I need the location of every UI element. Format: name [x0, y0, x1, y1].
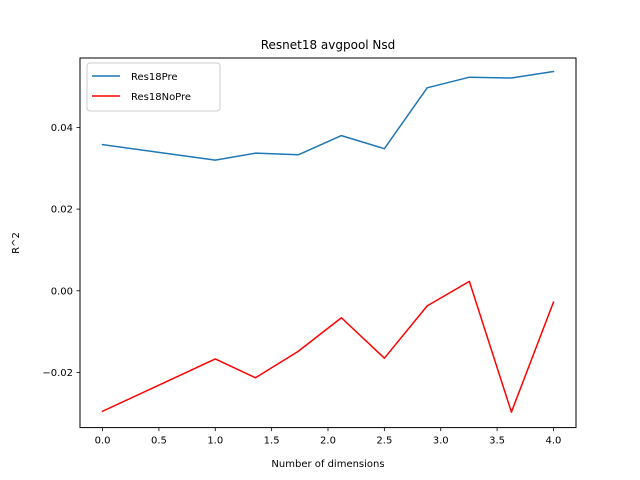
y-tick-label: −0.02: [42, 368, 73, 379]
y-axis-label: R^2: [11, 232, 22, 254]
series-line-res18nopre: [101, 280, 555, 413]
x-axis-label: Number of dimensions: [271, 459, 384, 470]
series-lines: [101, 70, 555, 413]
plot-area: [80, 58, 576, 428]
x-tick-label: 2.5: [376, 436, 392, 447]
legend-label: Res18Pre: [131, 72, 177, 83]
x-tick-label: 1.0: [207, 436, 223, 447]
x-tick-label: 0.5: [151, 436, 167, 447]
legend-box: [86, 62, 221, 112]
series-line-res18pre: [101, 70, 555, 161]
x-tick-label: 1.5: [264, 436, 280, 447]
x-tick-label: 2.0: [320, 436, 336, 447]
y-tick-label: 0.02: [51, 205, 73, 216]
x-axis-ticks: 0.0 0.5 1.0 1.5 2.0 2.5 3.0 3.5 4.0: [95, 427, 562, 447]
legend-label: Res18NoPre: [131, 92, 191, 103]
legend: Res18Pre Res18NoPre: [86, 62, 221, 112]
y-tick-label: 0.00: [51, 286, 73, 297]
x-tick-label: 3.5: [489, 436, 505, 447]
y-axis-ticks: −0.02 0.00 0.02 0.04: [42, 123, 80, 379]
chart-title: Resnet18 avgpool Nsd: [261, 38, 396, 52]
y-tick-label: 0.04: [51, 123, 73, 134]
x-tick-label: 3.0: [433, 436, 449, 447]
x-tick-label: 4.0: [546, 436, 562, 447]
x-tick-label: 0.0: [95, 436, 111, 447]
